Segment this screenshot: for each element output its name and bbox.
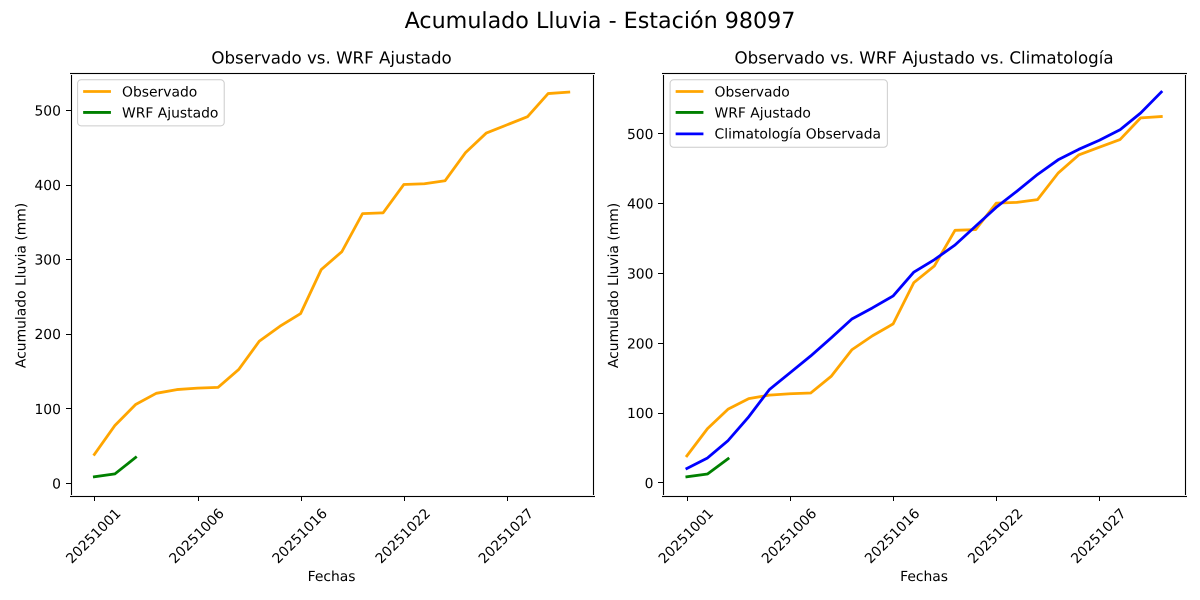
- y-tick-label: 300: [34, 253, 60, 269]
- y-tick-label: 0: [645, 476, 654, 492]
- y-tick-label: 400: [34, 178, 60, 194]
- axes-background: [70, 72, 593, 497]
- x-axis-label: Fechas: [900, 569, 948, 585]
- series-line-climatolog-a-observada: [684, 90, 1164, 471]
- series-line-observado: [92, 90, 571, 457]
- y-tick-label: 100: [627, 406, 653, 422]
- y-tick-label: 300: [627, 266, 653, 282]
- y-tick-label: 200: [627, 336, 653, 352]
- legend-frame: [669, 79, 888, 148]
- y-axis-label: Acumulado Lluvia (mm): [14, 203, 30, 368]
- y-tick-label: 0: [52, 476, 61, 492]
- figure-suptitle: Acumulado Lluvia - Estación 98097: [405, 8, 796, 34]
- legend-label: Observado: [715, 84, 790, 100]
- legend-label: WRF Ajustado: [122, 105, 218, 121]
- legend: Observado WRF Ajustado Climatología Observ…: [669, 79, 888, 148]
- y-tick-label: 500: [34, 104, 60, 120]
- y-axis-label: Acumulado Lluvia (mm): [606, 203, 622, 368]
- legend-label: Observado: [122, 84, 197, 100]
- y-tick-label: 400: [627, 197, 653, 213]
- y-tick-label: 100: [34, 402, 60, 418]
- series-line-wrf-ajustado: [92, 455, 138, 479]
- axes-title: Observado vs. WRF Ajustado: [211, 49, 451, 68]
- legend: Observado WRF Ajustado: [77, 79, 225, 127]
- legend-frame: [77, 79, 225, 127]
- axes-title: Observado vs. WRF Ajustado vs. Climatolo…: [735, 49, 1114, 68]
- axes-frame: [70, 72, 595, 498]
- y-tick-label: 200: [34, 327, 60, 343]
- legend-label: WRF Ajustado: [715, 105, 811, 121]
- legend-label: Climatología Observada: [715, 127, 882, 143]
- x-axis-label: Fechas: [308, 569, 356, 585]
- series-line-wrf-ajustado: [685, 456, 731, 479]
- axes-frame: [662, 72, 1187, 498]
- y-tick-label: 500: [627, 127, 653, 143]
